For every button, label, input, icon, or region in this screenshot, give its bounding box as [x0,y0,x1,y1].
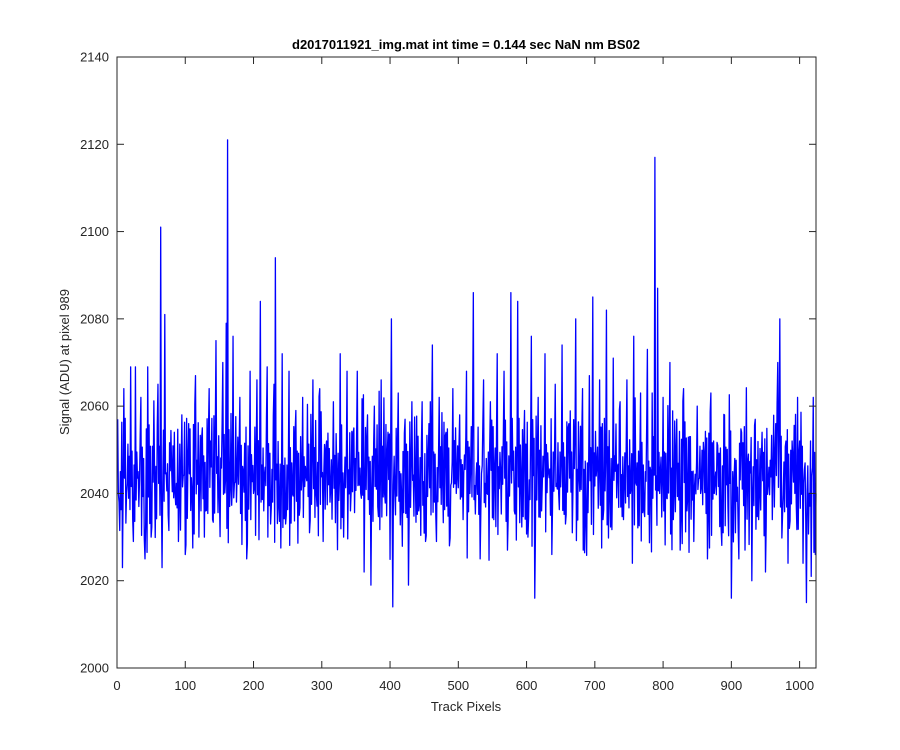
chart-title: d2017011921_img.mat int time = 0.144 sec… [292,37,640,52]
y-tick-label: 2080 [80,311,109,326]
x-tick-label: 500 [447,678,469,693]
x-tick-label: 700 [584,678,606,693]
plot-area [117,57,816,668]
x-axis-label: Track Pixels [431,699,502,714]
x-tick-label: 0 [113,678,120,693]
x-ticks: 0 100 200 300 400 500 600 700 800 900 1000 [113,57,814,693]
x-tick-label: 600 [516,678,538,693]
y-tick-label: 2120 [80,137,109,152]
y-axis-label: Signal (ADU) at pixel 989 [57,289,72,435]
x-tick-label: 300 [311,678,333,693]
x-tick-label: 100 [174,678,196,693]
x-tick-label: 200 [243,678,265,693]
y-tick-label: 2040 [80,486,109,501]
y-tick-label: 2100 [80,224,109,239]
x-tick-label: 1000 [785,678,814,693]
y-tick-label: 2060 [80,399,109,414]
y-ticks: 2000 2020 2040 2060 2080 2100 2120 2140 [80,50,816,676]
data-layer [117,139,817,608]
y-tick-label: 2140 [80,50,109,65]
x-tick-label: 800 [652,678,674,693]
x-tick-label: 400 [379,678,401,693]
y-tick-label: 2000 [80,661,109,676]
series-line [117,139,817,608]
axes-box [116,56,817,669]
x-tick-label: 900 [721,678,743,693]
y-tick-label: 2020 [80,573,109,588]
